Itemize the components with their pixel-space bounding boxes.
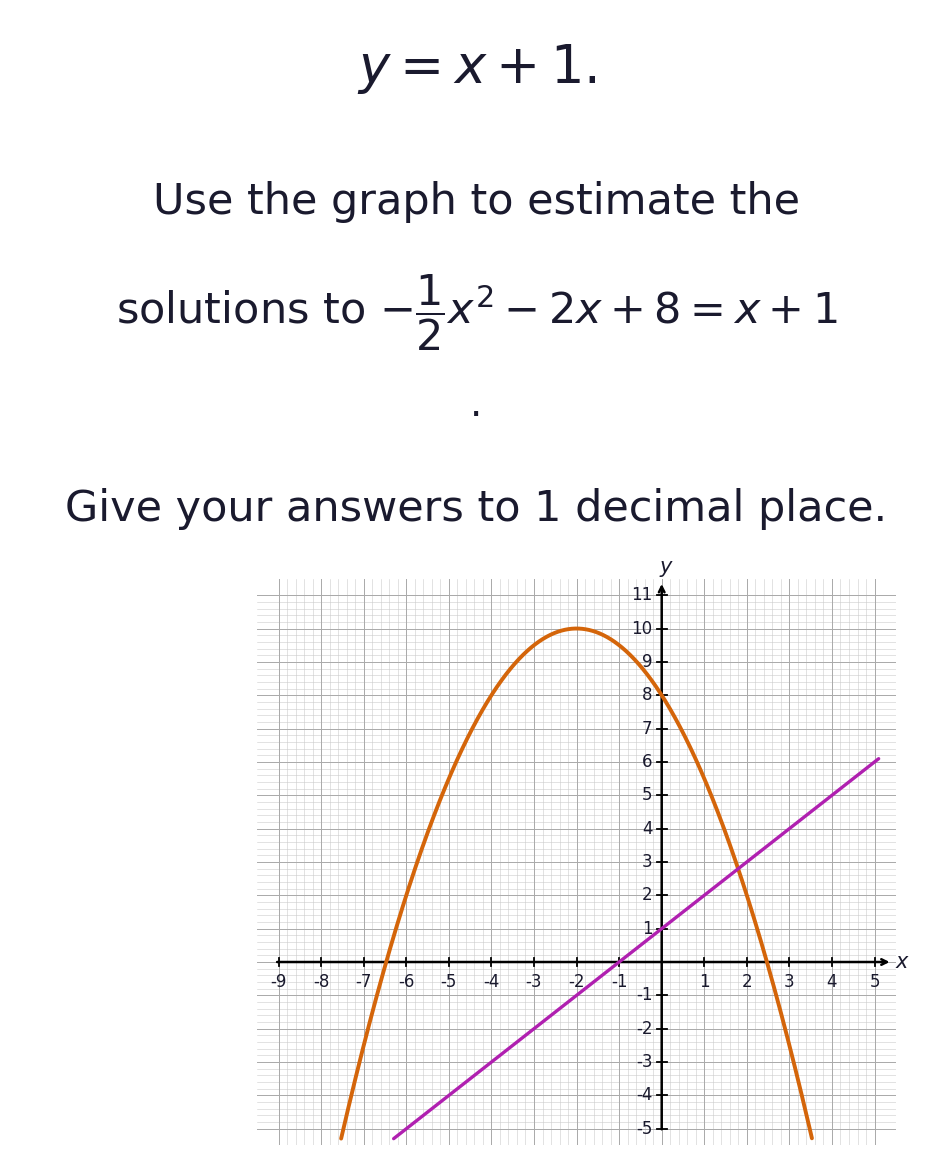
- Text: 2: 2: [741, 973, 751, 990]
- Text: solutions to $-\dfrac{1}{2}x^2 - 2x + 8 = x + 1$: solutions to $-\dfrac{1}{2}x^2 - 2x + 8 …: [115, 272, 837, 353]
- Text: -5: -5: [635, 1120, 652, 1137]
- Text: -6: -6: [398, 973, 414, 990]
- Text: 3: 3: [783, 973, 794, 990]
- Text: -5: -5: [440, 973, 457, 990]
- Text: 1: 1: [698, 973, 709, 990]
- Text: -2: -2: [635, 1019, 652, 1038]
- Text: 7: 7: [641, 720, 652, 737]
- Text: -3: -3: [635, 1053, 652, 1071]
- Text: Give your answers to 1 decimal place.: Give your answers to 1 decimal place.: [66, 488, 886, 530]
- Text: 6: 6: [641, 753, 652, 771]
- Text: -9: -9: [270, 973, 287, 990]
- Text: Use the graph to estimate the: Use the graph to estimate the: [153, 182, 799, 223]
- Text: -1: -1: [610, 973, 626, 990]
- Text: -1: -1: [635, 987, 652, 1004]
- Text: $y = x + 1.$: $y = x + 1.$: [356, 43, 596, 96]
- Text: 4: 4: [825, 973, 837, 990]
- Text: 9: 9: [641, 653, 652, 671]
- Text: 1: 1: [641, 920, 652, 937]
- Text: $y$: $y$: [659, 559, 674, 580]
- Text: -4: -4: [483, 973, 499, 990]
- Text: 8: 8: [641, 686, 652, 705]
- Text: -7: -7: [355, 973, 371, 990]
- Text: 5: 5: [868, 973, 879, 990]
- Text: .: .: [470, 386, 482, 423]
- Text: 4: 4: [641, 819, 652, 838]
- Text: 11: 11: [630, 587, 652, 604]
- Text: $x$: $x$: [894, 952, 909, 972]
- Text: 5: 5: [641, 787, 652, 804]
- Text: 10: 10: [630, 619, 652, 638]
- Text: 2: 2: [641, 886, 652, 905]
- Text: -4: -4: [635, 1086, 652, 1105]
- Text: -2: -2: [567, 973, 585, 990]
- Text: -8: -8: [312, 973, 329, 990]
- Text: -3: -3: [526, 973, 542, 990]
- Text: 3: 3: [641, 853, 652, 871]
